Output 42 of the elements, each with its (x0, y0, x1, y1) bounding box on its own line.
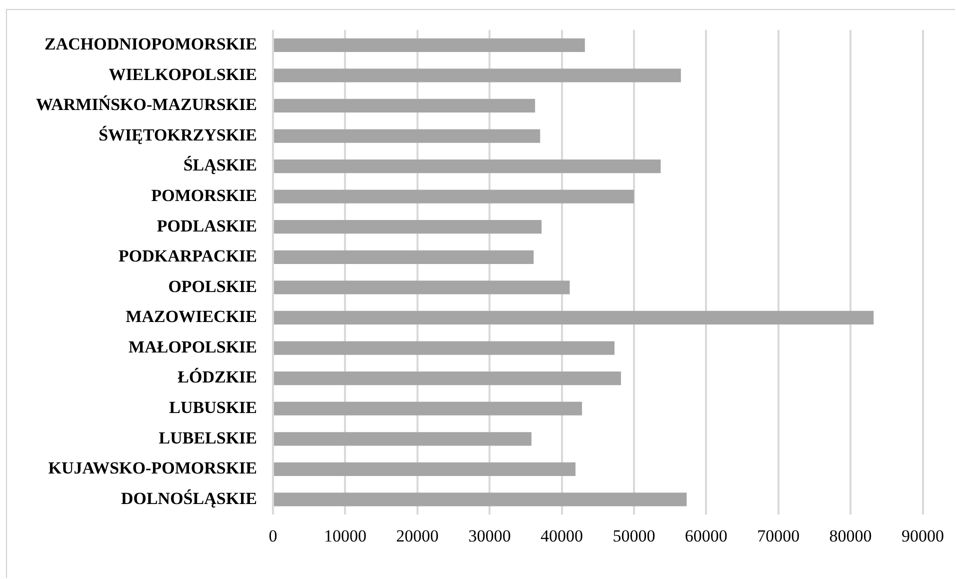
y-tick-label: PODLASKIE (156, 216, 258, 236)
bar (274, 371, 621, 386)
bar (274, 129, 540, 143)
y-tick-label: MAŁOPOLSKIE (128, 337, 258, 356)
y-tick-label: MAZOWIECKIE (126, 307, 258, 326)
bar (274, 190, 634, 204)
y-tick-label: LUBELSKIE (158, 428, 258, 448)
bar (274, 68, 681, 82)
bar (274, 38, 585, 52)
x-tick-label: 80000 (829, 526, 872, 546)
bar (274, 492, 687, 506)
x-tick-label: 60000 (684, 526, 728, 546)
bar (274, 402, 582, 416)
y-tick-label: OPOLSKIE (168, 276, 258, 296)
bar (274, 98, 536, 113)
y-tick-label: WIELKOPOLSKIE (108, 64, 258, 84)
bar (274, 159, 661, 174)
bar (274, 220, 542, 234)
x-tick-label: 40000 (540, 526, 584, 546)
bar (274, 310, 874, 325)
x-tick-label: 20000 (396, 526, 439, 546)
y-tick-label: ZACHODNIOPOMORSKIE (44, 34, 258, 54)
x-tick-label: 50000 (612, 526, 656, 546)
y-tick-label: ŚWIĘTOKRZYSKIE (98, 125, 258, 144)
x-tick-label: 30000 (468, 526, 511, 546)
y-tick-label: KUJAWSKO-POMORSKIE (48, 458, 258, 478)
y-tick-label: WARMIŃSKO-MAZURSKIE (36, 95, 258, 114)
y-tick-label: DOLNOŚLĄSKIE (120, 488, 258, 508)
bar (274, 432, 532, 446)
bar (274, 280, 570, 294)
bar (274, 341, 614, 355)
x-tick-label: 10000 (324, 526, 366, 546)
y-tick-label: ŁÓDZKIE (178, 368, 258, 387)
bar (274, 250, 534, 264)
x-tick-label: 0 (268, 526, 278, 546)
y-tick-label: POMORSKIE (151, 186, 258, 205)
y-tick-label: PODKARPACKIE (118, 246, 258, 266)
y-tick-label: LUBUSKIE (169, 398, 258, 417)
x-tick-label: 70000 (757, 526, 800, 546)
x-tick-label: 90000 (902, 526, 944, 546)
bar (274, 462, 576, 476)
y-tick-label: ŚLĄSKIE (183, 156, 258, 175)
